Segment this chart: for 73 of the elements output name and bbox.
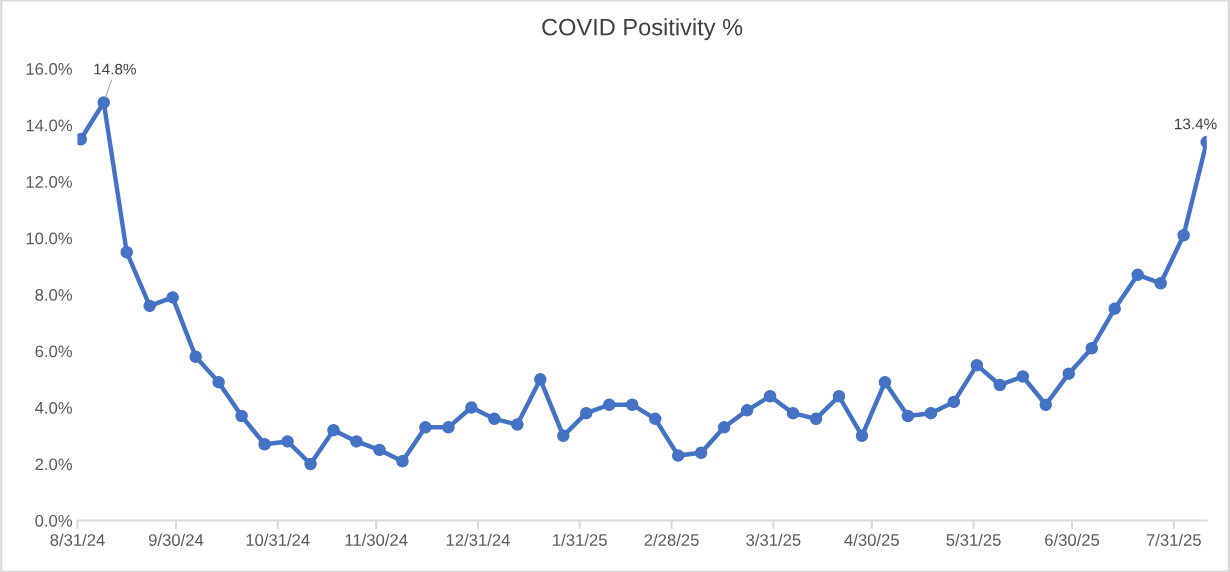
point	[740, 404, 754, 417]
point	[212, 375, 225, 389]
x-tick-label: 11/30/24	[345, 533, 408, 546]
point	[373, 443, 386, 457]
y-tick-label: 0.0%	[35, 514, 73, 527]
y-tick-label: 10.0%	[26, 232, 73, 245]
point	[1039, 398, 1053, 411]
point	[143, 299, 156, 313]
point	[465, 401, 478, 414]
point	[809, 412, 823, 426]
point	[717, 421, 731, 434]
point	[970, 358, 984, 372]
x-tick-label: 12/31/24	[446, 533, 510, 546]
point	[511, 418, 524, 431]
y-tick-label: 4.0%	[35, 401, 73, 414]
point	[120, 245, 133, 259]
point	[694, 446, 708, 459]
point	[534, 373, 547, 386]
point	[419, 421, 432, 434]
x-tick-label: 10/31/24	[246, 533, 310, 546]
x-tick-label: 1/31/25	[553, 533, 607, 546]
point	[1131, 268, 1144, 282]
point	[1085, 341, 1098, 355]
point	[901, 409, 915, 423]
point	[648, 412, 662, 426]
point	[327, 423, 340, 437]
point	[625, 398, 639, 411]
point	[1154, 277, 1167, 290]
x-tick-label: 8/31/24	[50, 533, 105, 546]
x-tick-label: 4/30/25	[844, 533, 899, 546]
point	[304, 457, 317, 471]
data-label: 14.8%	[94, 63, 136, 75]
point	[924, 406, 938, 420]
point	[258, 438, 271, 451]
y-tick-label: 14.0%	[26, 119, 73, 132]
point	[993, 378, 1007, 392]
data-label: 13.4%	[1175, 118, 1217, 130]
y-tick-label: 6.0%	[35, 345, 73, 358]
point	[763, 390, 777, 403]
x-tick-label: 9/30/24	[148, 533, 204, 546]
y-tick-label: 8.0%	[35, 288, 73, 301]
point	[580, 406, 593, 420]
point	[97, 96, 110, 109]
y-tick-label: 16.0%	[26, 63, 73, 75]
point	[786, 406, 800, 420]
point	[350, 435, 363, 448]
x-tick-label: 6/30/25	[1045, 533, 1100, 546]
point	[189, 350, 202, 363]
point	[1016, 370, 1030, 383]
point	[396, 454, 409, 468]
point	[557, 429, 570, 443]
y-tick-label: 2.0%	[35, 458, 73, 471]
point	[1108, 302, 1121, 315]
point	[671, 449, 685, 462]
point	[855, 429, 869, 443]
point	[77, 132, 88, 146]
point	[602, 398, 616, 411]
point	[832, 390, 846, 403]
point	[442, 421, 455, 434]
x-tick-label: 5/31/25	[946, 533, 1001, 546]
point	[1177, 229, 1190, 242]
point	[281, 435, 294, 448]
x-tick-label: 2/28/25	[644, 533, 699, 546]
point	[1062, 367, 1076, 380]
point	[235, 409, 248, 423]
point	[166, 291, 179, 304]
point	[878, 375, 892, 389]
chart-title: COVID Positivity %	[542, 18, 743, 41]
x-tick-label: 3/31/25	[746, 533, 801, 546]
point	[947, 395, 961, 409]
point	[488, 412, 501, 426]
y-tick-label: 12.0%	[26, 176, 73, 188]
x-tick-label: 7/31/25	[1146, 533, 1201, 546]
